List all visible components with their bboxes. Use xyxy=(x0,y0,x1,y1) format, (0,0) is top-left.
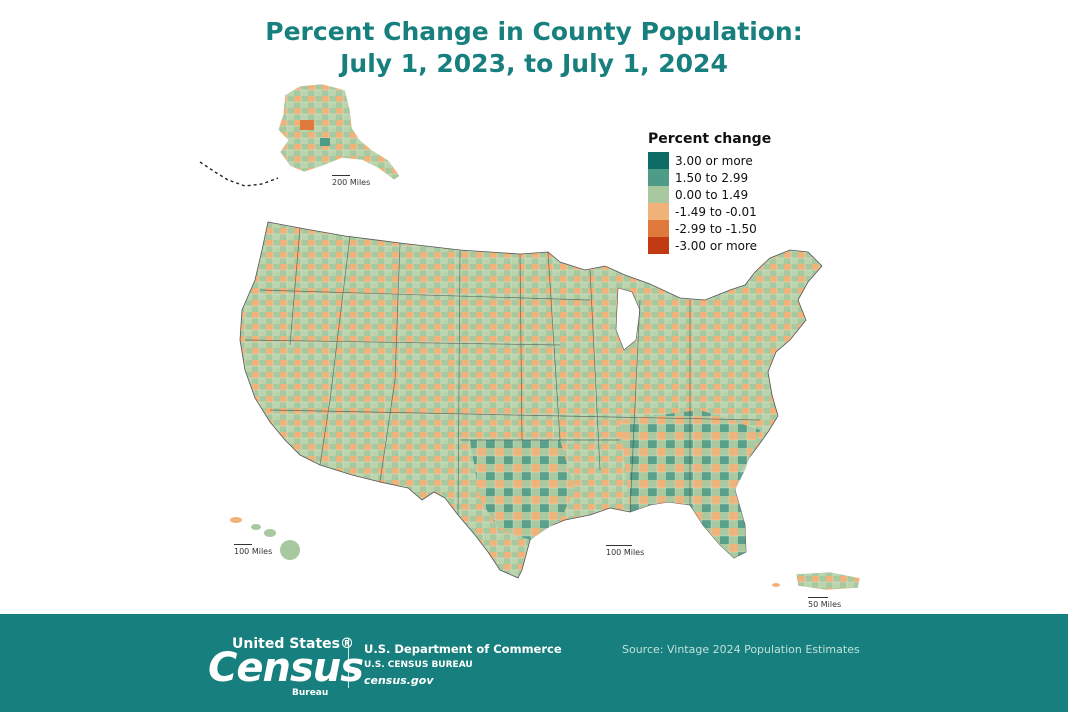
map-title-line1: Percent Change in County Population: xyxy=(265,17,803,46)
texas-growth-area xyxy=(470,440,575,540)
scale-bar-line xyxy=(332,175,350,176)
legend-item: 0.00 to 1.49 xyxy=(648,186,771,203)
hawaii-island xyxy=(264,529,276,537)
alaska-scale-bar: 200 Miles xyxy=(332,175,370,187)
puerto-rico-islet xyxy=(772,583,780,587)
footer-banner: United States® Census Bureau U.S. Depart… xyxy=(0,614,1068,712)
legend-label: 0.00 to 1.49 xyxy=(675,187,749,202)
scale-label: 100 Miles xyxy=(234,547,273,556)
puerto-rico-scale-bar: 50 Miles xyxy=(808,597,841,609)
legend-item: 1.50 to 2.99 xyxy=(648,169,771,186)
scale-label: 200 Miles xyxy=(332,178,371,187)
great-lakes-michigan xyxy=(615,287,641,351)
state-borders xyxy=(244,227,761,516)
legend-swatch xyxy=(648,237,669,254)
legend-item: -1.49 to -0.01 xyxy=(648,203,771,220)
legend-label: -2.99 to -1.50 xyxy=(675,221,757,236)
department-name: U.S. Department of Commerce xyxy=(364,642,562,656)
legend-label: -1.49 to -0.01 xyxy=(675,204,757,219)
alaska-region xyxy=(199,83,401,187)
legend-item: 3.00 or more xyxy=(648,152,771,169)
legend-swatch xyxy=(648,220,669,237)
hawaii-island xyxy=(280,540,300,560)
scale-label: 50 Miles xyxy=(808,600,842,609)
legend-swatch xyxy=(648,186,669,203)
legend-label: -3.00 or more xyxy=(675,238,758,253)
legend-swatch xyxy=(648,152,669,169)
hawaii-island xyxy=(251,524,261,530)
puerto-rico-shape xyxy=(795,571,861,591)
legend-item: -3.00 or more xyxy=(648,237,771,254)
footer-divider xyxy=(348,638,349,688)
legend-label: 1.50 to 2.99 xyxy=(675,170,749,185)
legend-swatch xyxy=(648,169,669,186)
scale-label: 100 Miles xyxy=(606,548,645,557)
county-population-map xyxy=(199,83,861,591)
scale-bar-line xyxy=(808,597,828,598)
source-note: Source: Vintage 2024 Population Estimate… xyxy=(622,643,860,656)
alaska-hotspot xyxy=(300,120,314,130)
alaska-shape xyxy=(277,83,401,181)
hawaii-region xyxy=(230,517,300,560)
legend-item: -2.99 to -1.50 xyxy=(648,220,771,237)
alaska-hotspot xyxy=(320,138,330,146)
census-bureau-logo[interactable]: United States® Census Bureau xyxy=(208,636,364,702)
map-title: Percent Change in County Population: Jul… xyxy=(0,16,1068,80)
map-title-line2: July 1, 2023, to July 1, 2024 xyxy=(340,49,728,78)
legend-title: Percent change xyxy=(648,131,772,147)
legend: Percent change 3.00 or more 1.50 to 2.99… xyxy=(648,131,771,254)
scale-bar-line xyxy=(606,545,632,546)
hawaii-scale-bar: 100 Miles xyxy=(234,544,272,556)
aleutian-islands xyxy=(199,161,279,187)
bureau-name: U.S. CENSUS BUREAU xyxy=(364,660,473,670)
scale-bar-line xyxy=(234,544,252,545)
logo-bureau: Bureau xyxy=(292,688,329,698)
legend-swatch xyxy=(648,203,669,220)
logo-united-states: United States® xyxy=(232,636,354,652)
department-block: U.S. Department of Commerce U.S. CENSUS … xyxy=(364,642,562,687)
conus-region xyxy=(239,221,823,579)
hawaii-island xyxy=(230,517,242,523)
website-link[interactable]: census.gov xyxy=(364,674,434,687)
logo-census: Census xyxy=(208,645,364,691)
legend-label: 3.00 or more xyxy=(675,153,753,168)
conus-scale-bar: 100 Miles xyxy=(606,545,644,557)
